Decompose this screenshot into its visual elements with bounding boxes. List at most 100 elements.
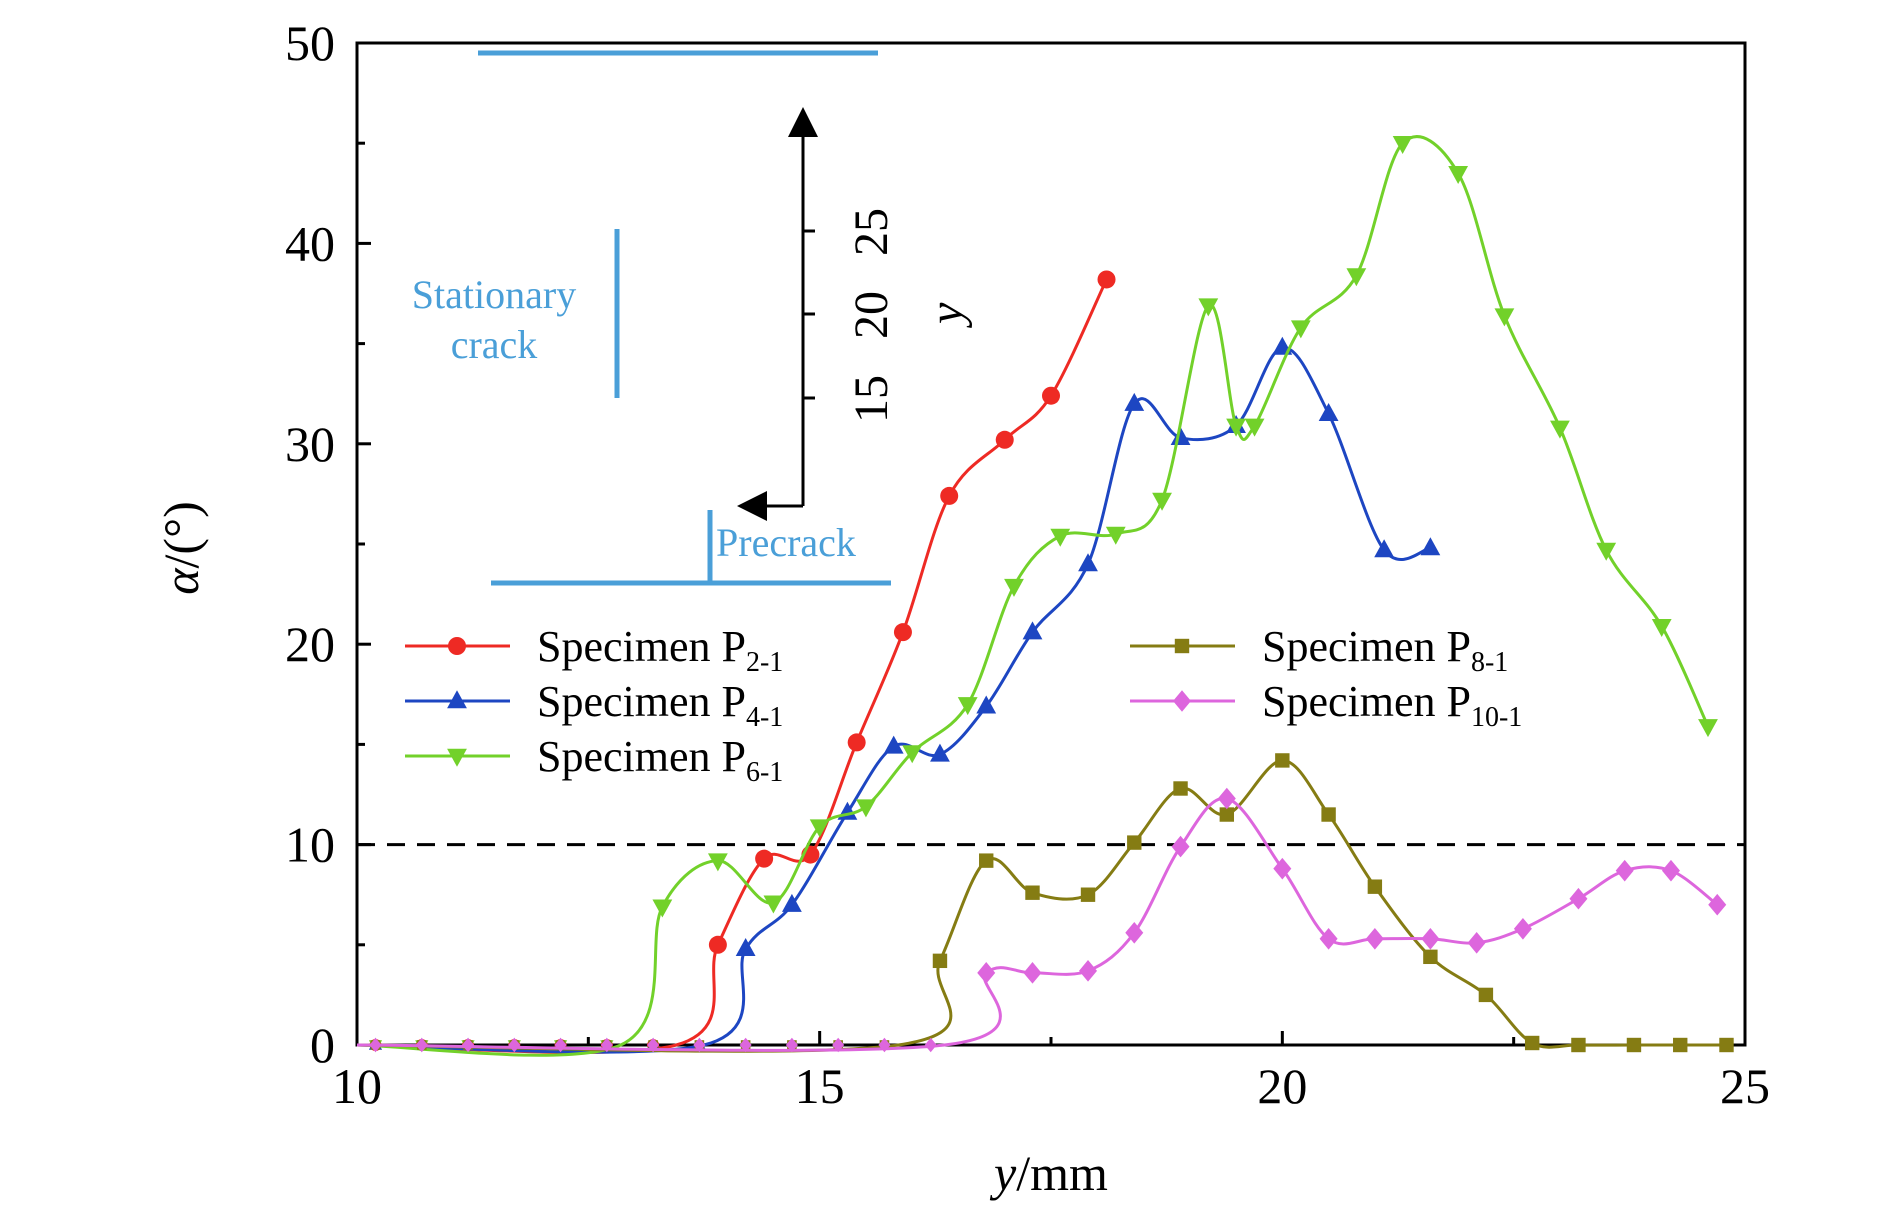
- data-point: [1478, 987, 1494, 1003]
- data-point: [1615, 859, 1634, 882]
- data-point: [1651, 618, 1672, 637]
- data-point: [1290, 320, 1311, 339]
- data-point: [995, 430, 1014, 449]
- stationary-crack-label-line1: Stationary: [412, 272, 576, 317]
- y-tick-label: 0: [310, 1017, 335, 1073]
- data-point: [1321, 807, 1336, 822]
- data-point: [1226, 418, 1246, 437]
- data-point: [1273, 857, 1292, 880]
- baseline-marker: [739, 1037, 752, 1053]
- data-point: [809, 819, 830, 838]
- inset-tick-label-20: 20: [845, 291, 898, 339]
- data-point: [979, 853, 994, 868]
- inset-tick-labels: 15 20 25: [845, 208, 898, 423]
- data-point: [1219, 807, 1235, 822]
- data-point: [1374, 539, 1395, 558]
- data-point: [1569, 887, 1588, 910]
- data-point: [1105, 526, 1126, 545]
- data-point: [782, 893, 802, 912]
- baseline-marker: [785, 1037, 798, 1053]
- y-tick-label: 10: [285, 817, 335, 873]
- legend-item-4-1: Specimen P4-1: [405, 677, 783, 733]
- data-point: [1171, 835, 1190, 858]
- legend-label: Specimen P4-1: [537, 677, 783, 733]
- data-point: [1025, 885, 1040, 900]
- x-tick-label: 10: [332, 1058, 382, 1114]
- data-point: [1524, 1035, 1540, 1051]
- inset-tick-label-15: 15: [845, 375, 898, 423]
- y-tick-label: 40: [285, 215, 335, 271]
- legend-label: Specimen P10-1: [1262, 677, 1522, 733]
- data-point: [735, 938, 756, 957]
- data-point: [976, 695, 997, 714]
- y-axis-title: α/(°): [153, 501, 209, 594]
- data-point: [1079, 960, 1098, 982]
- legend-marker: [447, 748, 467, 767]
- data-point: [1080, 887, 1096, 902]
- data-point: [755, 849, 774, 868]
- data-point: [1698, 719, 1718, 738]
- data-point: [1367, 879, 1383, 894]
- data-point: [1004, 578, 1024, 597]
- data-point: [1275, 753, 1290, 768]
- data-point: [957, 697, 978, 716]
- y-tick-label: 20: [285, 616, 335, 672]
- data-point: [763, 895, 784, 914]
- data-point: [652, 899, 673, 918]
- data-point: [708, 935, 727, 954]
- legend-marker: [447, 690, 467, 709]
- baseline-marker: [508, 1037, 521, 1053]
- data-point: [707, 853, 728, 872]
- data-point: [930, 743, 950, 762]
- baseline-marker: [878, 1037, 891, 1053]
- data-point: [1346, 268, 1367, 287]
- series-8-1: [356, 753, 1734, 1053]
- inset-tick-label-25: 25: [845, 208, 898, 256]
- data-point: [977, 962, 996, 984]
- data-point: [1319, 927, 1338, 950]
- baseline-marker: [832, 1037, 845, 1053]
- data-point: [1023, 962, 1042, 984]
- legend-item-2-1: Specimen P2-1: [405, 622, 783, 678]
- series-10-1: [356, 787, 1727, 1053]
- baseline-marker: [693, 1037, 706, 1053]
- data-point: [1467, 931, 1486, 954]
- legend-marker: [1173, 690, 1191, 712]
- data-point: [893, 623, 912, 642]
- y-axis-ticks: 0 10 20 30 40 50: [285, 15, 371, 1073]
- data-point: [1124, 392, 1145, 411]
- baseline-marker: [647, 1037, 660, 1053]
- data-point: [1423, 949, 1438, 965]
- legend-marker: [1174, 638, 1190, 654]
- data-point: [1420, 537, 1441, 556]
- crack-schematic-inset: Stationary crack Precrack 15 20 25 y: [412, 50, 973, 586]
- baseline-marker: [554, 1037, 567, 1053]
- series-line-10-1: [356, 796, 1719, 1052]
- baseline-marker: [600, 1037, 613, 1053]
- data-point: [1127, 835, 1142, 850]
- x-tick-label: 15: [795, 1058, 845, 1114]
- precrack-label: Precrack: [716, 520, 856, 565]
- data-point: [1673, 1037, 1688, 1053]
- data-point: [883, 735, 904, 754]
- data-point: [1448, 166, 1469, 185]
- series-line-8-1: [356, 758, 1727, 1053]
- data-point: [1125, 921, 1144, 944]
- stationary-crack-label-line2: crack: [451, 322, 538, 367]
- data-point: [1198, 298, 1219, 317]
- data-point: [1719, 1037, 1734, 1053]
- data-point: [1365, 927, 1384, 950]
- legend-label: Specimen P6-1: [537, 732, 783, 788]
- data-point: [1513, 917, 1532, 940]
- legend-marker: [448, 637, 466, 655]
- plot-frame: [355, 41, 1747, 1047]
- data-point: [1421, 927, 1440, 950]
- data-point: [1173, 781, 1188, 796]
- x-tick-label: 20: [1257, 1058, 1307, 1114]
- data-point: [1626, 1037, 1642, 1053]
- baseline-marker: [924, 1037, 937, 1053]
- data-point: [1550, 420, 1570, 439]
- data-point: [1078, 553, 1098, 572]
